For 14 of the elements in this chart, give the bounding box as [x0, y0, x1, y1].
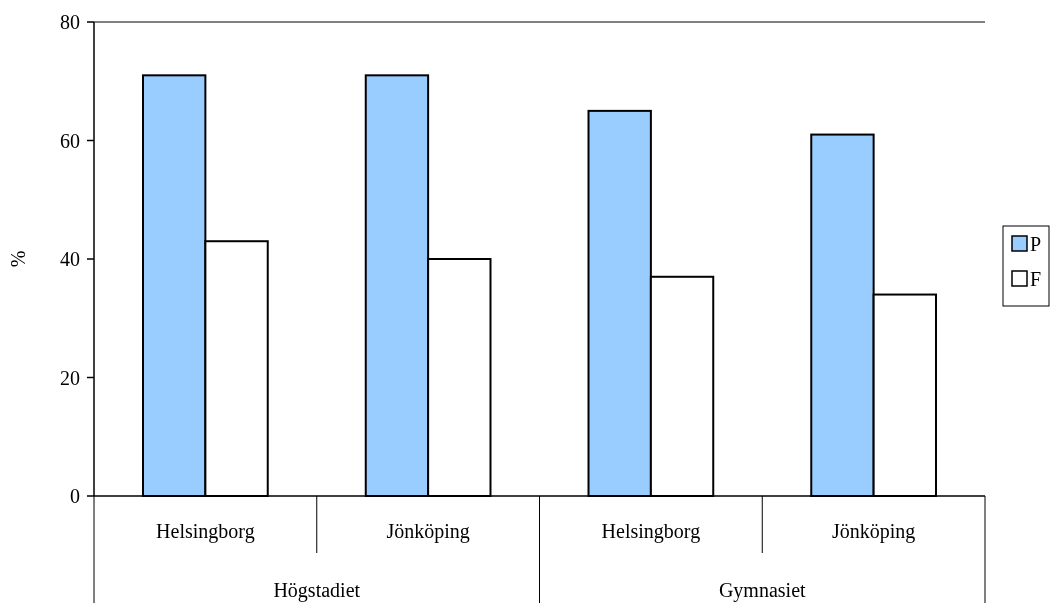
y-tick-label: 60 — [60, 129, 80, 152]
x-tick-label: Helsingborg — [156, 520, 255, 543]
y-axis-title: % — [7, 250, 29, 268]
y-tick-label: 0 — [70, 485, 80, 507]
y-tick-label: 20 — [60, 366, 80, 389]
text: Gymnasiet — [718, 579, 807, 602]
legend-label: F — [1030, 268, 1042, 290]
x-tick-label: Helsingborg — [601, 520, 701, 543]
y-tick-label: 40 — [60, 248, 80, 270]
legend-label: P — [1030, 233, 1042, 255]
text: Högstadiet — [273, 579, 361, 602]
y-tick-label: 80 — [60, 11, 80, 33]
x-tick-label: Jönköping — [386, 520, 470, 543]
x-tick-label: Jönköping — [831, 520, 916, 543]
